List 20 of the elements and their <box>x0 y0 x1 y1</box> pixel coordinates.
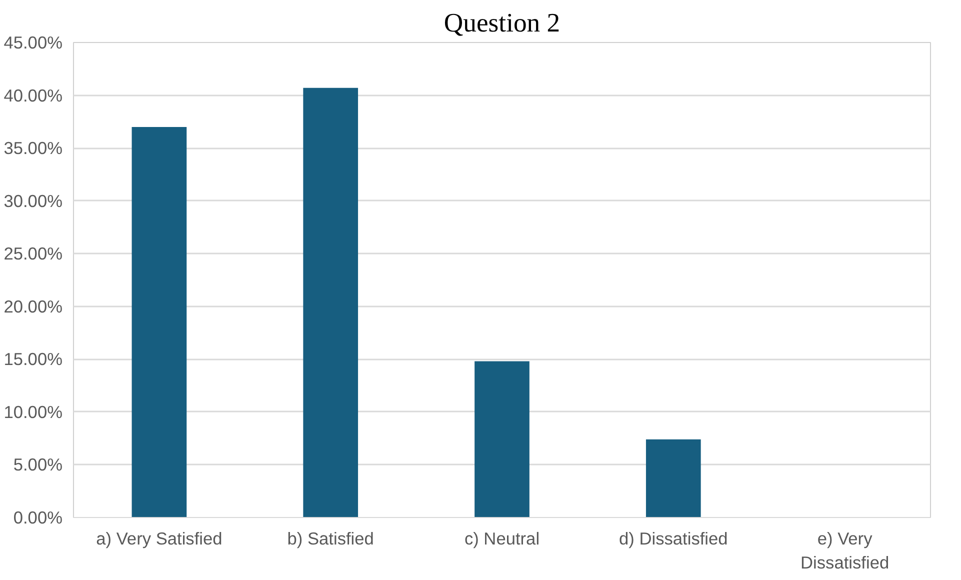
y-tick-label: 30.00% <box>4 190 63 211</box>
y-tick-label: 40.00% <box>4 85 63 106</box>
bar <box>303 88 358 518</box>
y-tick-label: 10.00% <box>4 402 63 422</box>
bar <box>474 361 530 518</box>
y-tick-label: 45.00% <box>4 32 63 52</box>
y-tick-label: 35.00% <box>4 138 63 158</box>
y-tick-label: 20.00% <box>4 296 63 316</box>
x-tick-label: c) Neutral <box>464 528 540 548</box>
bar <box>646 439 701 518</box>
x-tick-label: d) Dissatisfied <box>618 528 728 548</box>
y-tick-label: 25.00% <box>4 244 63 264</box>
x-tick-label: b) Satisfied <box>287 528 374 548</box>
bar <box>132 126 187 518</box>
chart-title: Question 2 <box>444 8 560 38</box>
y-tick-label: 5.00% <box>13 454 63 475</box>
x-tick-label: e) Very Dissatisfied <box>800 528 890 572</box>
y-tick-label: 0.00% <box>13 508 63 528</box>
y-tick-label: 15.00% <box>4 349 63 370</box>
x-tick-label: a) Very Satisfied <box>96 528 222 548</box>
